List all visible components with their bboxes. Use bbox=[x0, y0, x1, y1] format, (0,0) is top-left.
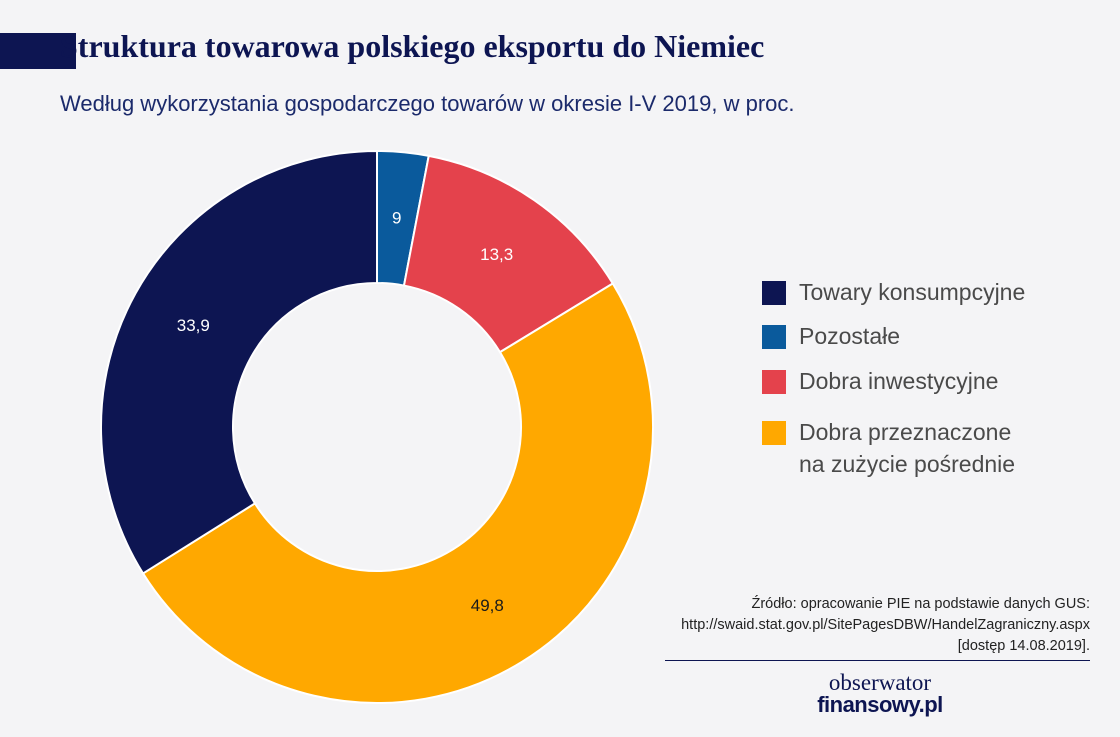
legend-label: Pozostałe bbox=[799, 323, 901, 349]
title-accent-bar bbox=[0, 33, 76, 69]
source-note: Źródło: opracowanie PIE na podstawie dan… bbox=[640, 594, 1090, 657]
divider bbox=[665, 660, 1090, 661]
source-url: http://swaid.stat.gov.pl/SitePagesDBW/Ha… bbox=[681, 617, 1090, 633]
slice-3 bbox=[100, 149, 378, 575]
slice-2 bbox=[141, 282, 655, 704]
source-access-date: [dostęp 14.08.2019]. bbox=[957, 638, 1090, 654]
logo: obserwator finansowy.pl bbox=[780, 670, 980, 717]
donut-chart: 9 13,3 49,8 33,9 bbox=[100, 149, 655, 704]
logo-line-2: finansowy.pl bbox=[817, 692, 943, 717]
slice-label-2: 49,8 bbox=[471, 596, 504, 615]
legend-swatch bbox=[762, 281, 786, 305]
legend-label: Dobra przeznaczone na zużycie pośrednie bbox=[799, 419, 1016, 477]
source-line: Źródło: opracowanie PIE na podstawie dan… bbox=[751, 596, 1090, 612]
logo-line-1: obserwator bbox=[828, 670, 932, 695]
chart-title: Struktura towarowa polskiego eksportu do… bbox=[60, 28, 765, 64]
legend-label: Dobra inwestycyjne bbox=[799, 368, 999, 394]
slice-label-0: 9 bbox=[392, 208, 401, 227]
slice-label-3: 33,9 bbox=[177, 316, 210, 335]
legend-label: Towary konsumpcyjne bbox=[799, 279, 1026, 305]
chart-subtitle: Według wykorzystania gospodarczego towar… bbox=[60, 91, 795, 116]
legend-swatch bbox=[762, 421, 786, 445]
slice-label-1: 13,3 bbox=[480, 245, 513, 264]
legend-swatch bbox=[762, 370, 786, 394]
legend-swatch bbox=[762, 325, 786, 349]
